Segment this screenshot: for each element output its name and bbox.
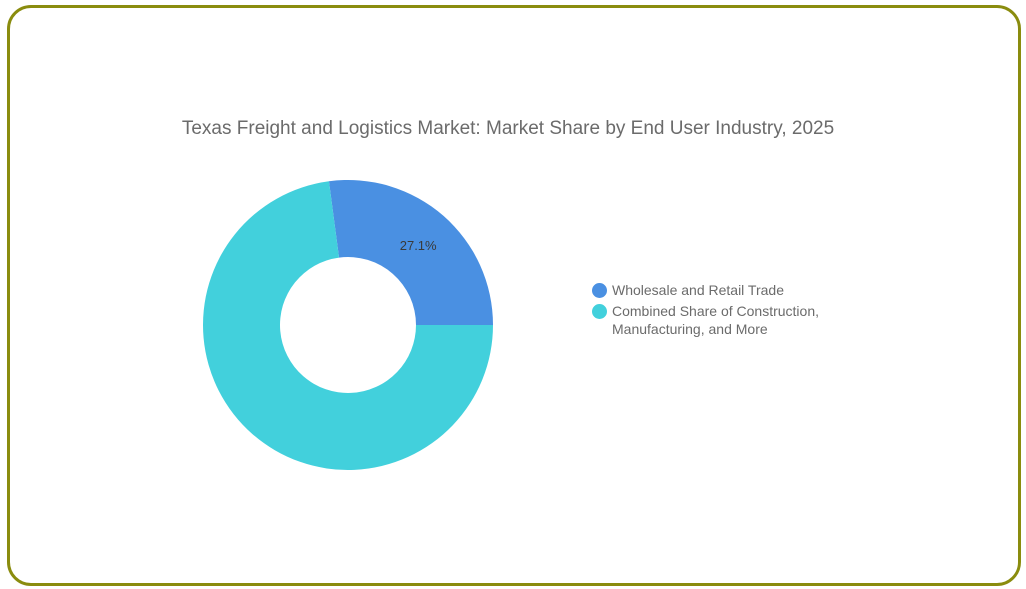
donut-slice-0[interactable] <box>328 179 493 325</box>
legend-marker-wholesale <box>592 283 607 298</box>
chart-card <box>7 5 1021 586</box>
legend-label-combined: Combined Share of Construction, Manufact… <box>612 303 819 337</box>
legend-label-wholesale: Wholesale and Retail Trade <box>612 282 784 298</box>
donut-slice-1[interactable] <box>203 181 494 471</box>
chart-title: Texas Freight and Logistics Market: Mark… <box>181 118 835 139</box>
legend-marker-combined <box>592 304 607 319</box>
chart-legend: Wholesale and Retail Trade Combined Shar… <box>592 281 852 341</box>
slice-value-label-0: 27.1% <box>400 238 437 253</box>
legend-item-wholesale[interactable]: Wholesale and Retail Trade <box>592 281 852 299</box>
legend-item-combined[interactable]: Combined Share of Construction, Manufact… <box>592 302 852 338</box>
